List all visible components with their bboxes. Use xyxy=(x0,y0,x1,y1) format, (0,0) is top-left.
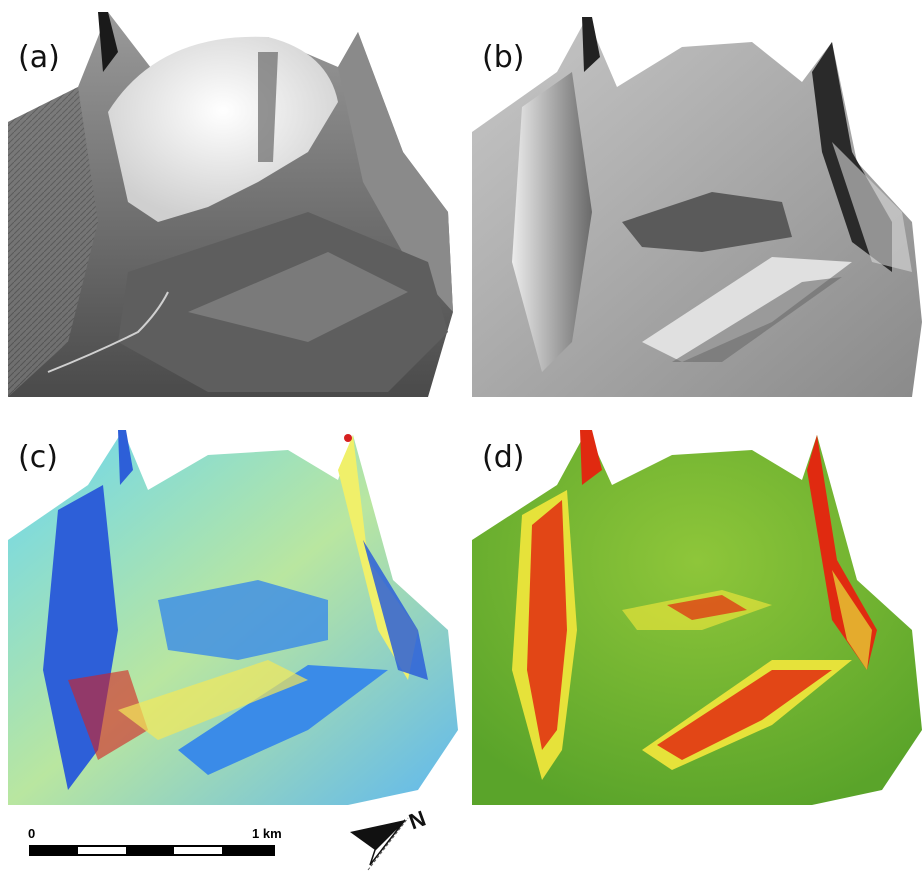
panel-d-slope xyxy=(472,430,922,805)
north-label: N xyxy=(406,810,429,834)
orthophoto-image xyxy=(8,12,453,397)
panel-label-b: (b) xyxy=(482,40,525,75)
hillshade-image xyxy=(472,17,922,397)
panel-label-c: (c) xyxy=(18,440,58,475)
panel-label-a: (a) xyxy=(18,40,60,75)
panel-b-hillshade xyxy=(472,12,922,397)
aspect-image xyxy=(8,430,458,805)
north-arrow-icon: N xyxy=(350,810,429,871)
panel-c-aspect xyxy=(8,430,458,805)
scale-bar xyxy=(29,845,275,856)
panel-label-d: (d) xyxy=(482,440,525,475)
scale-end-label: 1 km xyxy=(252,826,282,841)
panel-a-orthophoto xyxy=(8,12,453,397)
slope-image xyxy=(472,430,922,805)
scale-start-label: 0 xyxy=(28,826,36,841)
